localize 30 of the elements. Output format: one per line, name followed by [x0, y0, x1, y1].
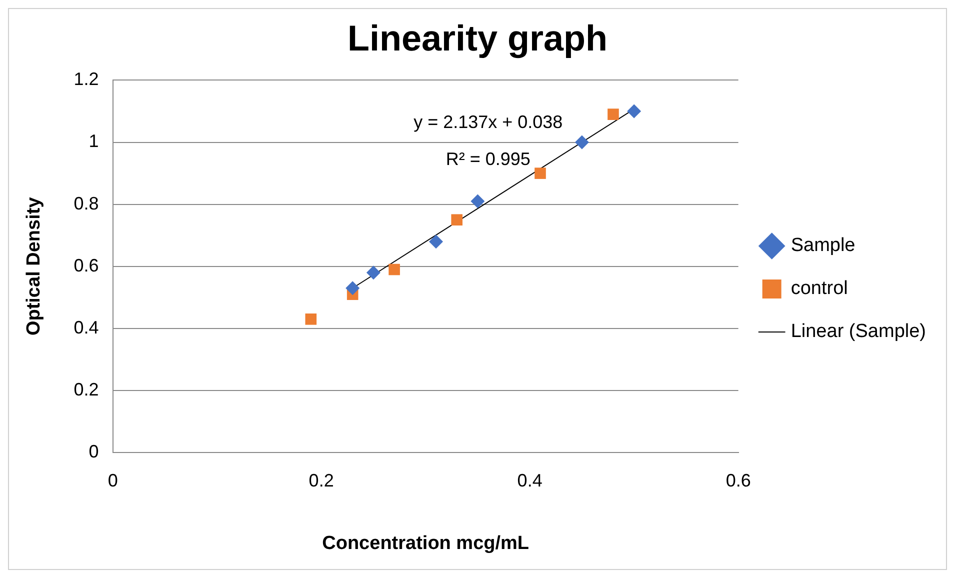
point: [346, 281, 360, 296]
point: [451, 214, 463, 226]
y-tick-label: 0: [88, 442, 99, 462]
point: [429, 234, 443, 249]
point: [534, 168, 546, 179]
annotation: R² = 0.995: [446, 149, 530, 170]
x-axis-title: Concentration mcg/mL: [322, 532, 530, 554]
point: [366, 266, 380, 280]
x-tick-label: 0.2: [308, 470, 334, 490]
point: [627, 104, 642, 118]
y-axis-title: Optical Density: [24, 196, 45, 336]
legend-label: Sample: [790, 235, 856, 256]
point: [574, 135, 589, 150]
y-tick-label: 0.8: [74, 193, 99, 214]
y-tick-label: 0.6: [74, 255, 99, 276]
point: [608, 108, 619, 120]
annotation: y = 2.137x + 0.038: [414, 112, 563, 132]
y-tick-label: 0.4: [74, 317, 99, 338]
y-tick-label: 1: [88, 131, 99, 152]
x-tick-label: 0: [108, 470, 118, 490]
point: [470, 194, 485, 208]
y-tick-label: 1.2: [74, 69, 99, 90]
chart-title: Linearity graph: [347, 18, 608, 59]
x-tick-label: 0.4: [517, 470, 542, 490]
y-tick-label: 0.2: [74, 380, 99, 400]
x-tick-label: 0.6: [726, 470, 751, 490]
legend-label: Linear (Sample): [790, 321, 926, 342]
legend-label: control: [790, 278, 848, 300]
point: [388, 264, 400, 276]
point: [305, 314, 317, 325]
